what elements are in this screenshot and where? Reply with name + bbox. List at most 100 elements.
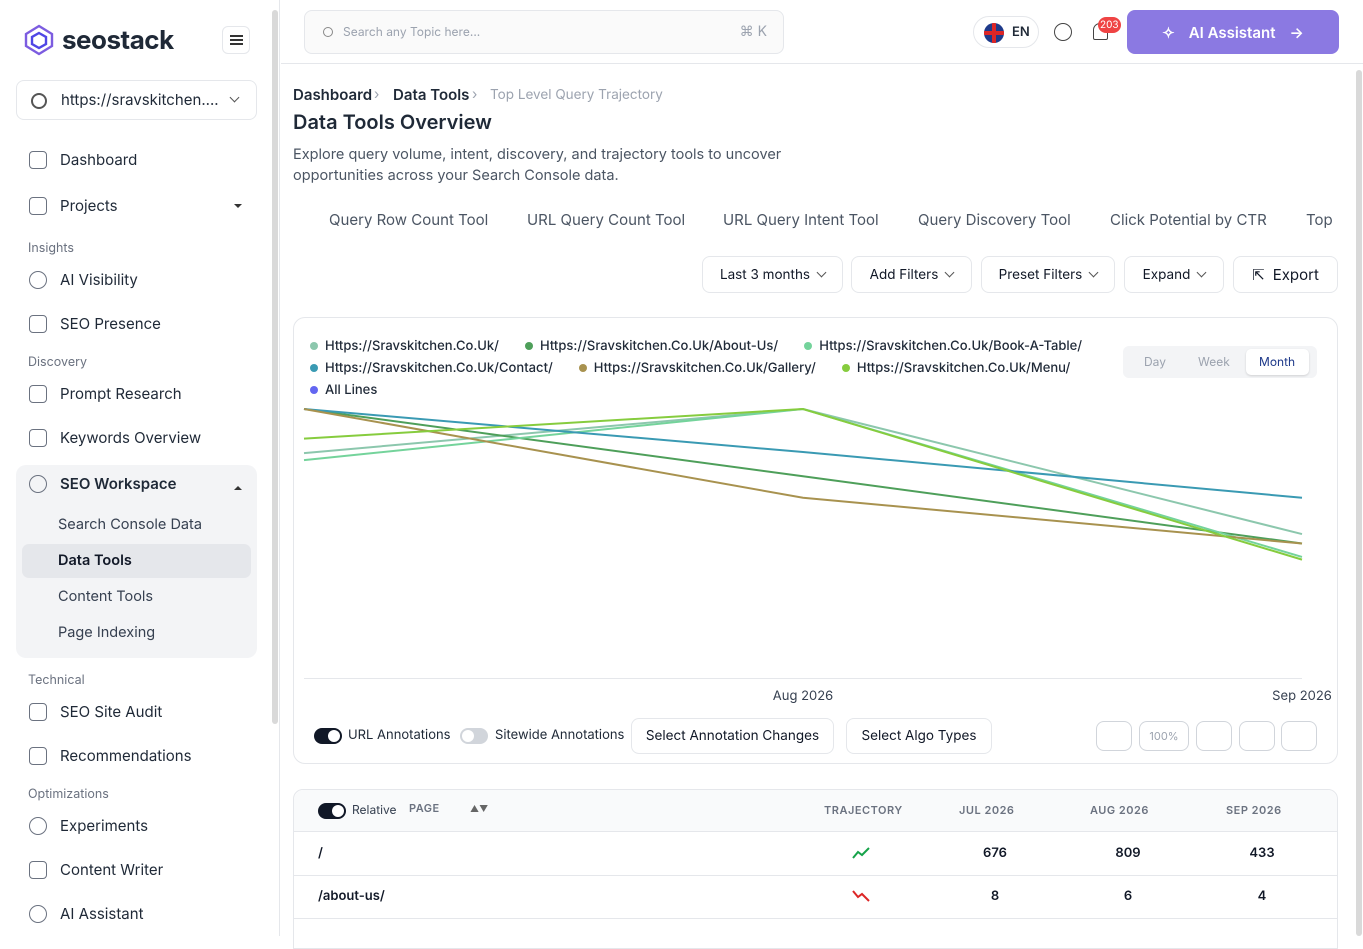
- icon: [29, 197, 47, 215]
- menu-toggle[interactable]: [222, 26, 250, 54]
- tabs: Query Row Count Tool URL Query Count Too…: [293, 200, 1338, 242]
- nav-item[interactable]: Prompt Research: [60, 384, 182, 403]
- nav-item[interactable]: SEO Workspace: [60, 474, 177, 493]
- brand: seostack: [62, 25, 174, 56]
- sort: ▲▼: [470, 804, 489, 815]
- header-border: [281, 63, 1363, 64]
- legend-dot: [804, 342, 813, 350]
- chart-card: [293, 317, 1338, 764]
- tab[interactable]: Click Potential by CTR: [1110, 210, 1267, 229]
- zoom-level: 100%: [1139, 721, 1189, 751]
- nav-item[interactable]: Projects: [60, 196, 118, 215]
- row-divider: [294, 875, 1337, 876]
- section-label: Insights: [28, 241, 74, 256]
- site-url: https://sravskitchen....: [61, 90, 219, 109]
- legend-dot: [310, 342, 318, 350]
- search-placeholder: Search any Topic here...: [343, 24, 481, 39]
- legend-label: Https://Sravskitchen.Co.Uk/Gallery/: [593, 360, 816, 376]
- description: Explore query volume, intent, discovery,…: [293, 146, 782, 184]
- assistant-button[interactable]: ✧ AI Assistant →: [1127, 10, 1339, 54]
- cell: 676: [983, 845, 1007, 861]
- option[interactable]: Week: [1198, 354, 1230, 369]
- sub-item[interactable]: Content Tools: [58, 588, 154, 605]
- export[interactable]: ⇱ Export: [1233, 256, 1338, 293]
- nav-item[interactable]: SEO Presence: [60, 314, 161, 333]
- help[interactable]: [1054, 23, 1072, 41]
- icon: [29, 315, 47, 333]
- legend-item[interactable]: Https://Sravskitchen.Co.Uk/Menu/: [841, 358, 1070, 378]
- sub-item[interactable]: Data Tools: [58, 552, 132, 569]
- scrollbar: [272, 10, 278, 724]
- toggle[interactable]: [318, 803, 346, 819]
- section-label: Technical: [28, 673, 85, 688]
- granularity: Day Week Month: [1123, 346, 1317, 378]
- tab[interactable]: Top Level Query Trajectory: [1306, 210, 1338, 229]
- legend-item[interactable]: Https://Sravskitchen.Co.Uk/Gallery/: [578, 358, 816, 378]
- nav-item[interactable]: Recommendations: [60, 746, 192, 765]
- tab[interactable]: Query Row Count Tool: [329, 210, 489, 229]
- site-select[interactable]: https://sravskitchen....: [16, 80, 257, 120]
- legend-item[interactable]: Https://Sravskitchen.Co.Uk/: [310, 336, 499, 356]
- filter[interactable]: Last 3 months: [702, 256, 843, 293]
- zoom-out[interactable]: [1096, 721, 1132, 751]
- nav-item[interactable]: Content Writer: [60, 860, 164, 879]
- icon: [29, 475, 47, 493]
- toggle[interactable]: [460, 728, 488, 744]
- select[interactable]: Select Algo Types: [846, 718, 992, 754]
- option[interactable]: Month: [1259, 354, 1296, 369]
- legend-item[interactable]: Https://Sravskitchen.Co.Uk/Book-A-Table/: [804, 336, 1082, 356]
- sub-item[interactable]: Page Indexing: [58, 624, 156, 641]
- fit[interactable]: [1239, 721, 1275, 751]
- nav-item[interactable]: Dashboard: [60, 150, 138, 169]
- filter[interactable]: Expand: [1124, 256, 1224, 293]
- legend-label: Https://Sravskitchen.Co.Uk/: [325, 338, 499, 354]
- column-header[interactable]: JUL 2026: [959, 803, 1015, 817]
- tab[interactable]: URL Query Intent Tool: [723, 210, 879, 229]
- legend-label: All Lines: [325, 382, 378, 398]
- column-header: TRAJECTORY: [824, 803, 903, 817]
- trend-down: [852, 890, 870, 902]
- separator: ›: [374, 86, 380, 103]
- legend-item[interactable]: All Lines: [310, 380, 377, 400]
- legend-item[interactable]: Https://Sravskitchen.Co.Uk/About-Us/: [524, 336, 778, 356]
- icon: [29, 747, 47, 765]
- column-header[interactable]: AUG 2026: [1090, 803, 1149, 817]
- nav-item[interactable]: SEO Site Audit: [60, 702, 163, 721]
- scrollbar: [1356, 70, 1362, 936]
- legend-dot: [578, 364, 587, 372]
- breadcrumb[interactable]: Data Tools: [393, 85, 470, 104]
- section-label: Optimizations: [28, 787, 109, 802]
- nav-item[interactable]: Keywords Overview: [60, 428, 202, 447]
- icon: [29, 817, 47, 835]
- zoom-in[interactable]: [1196, 721, 1232, 751]
- nav-item[interactable]: Experiments: [60, 816, 149, 835]
- column-header[interactable]: PAGE: [409, 801, 440, 815]
- active-bg: [22, 544, 251, 578]
- legend-dot: [310, 364, 318, 372]
- nav-item[interactable]: AI Assistant: [60, 904, 144, 923]
- page-title: Data Tools Overview: [293, 110, 492, 134]
- download[interactable]: [1281, 721, 1317, 751]
- select[interactable]: Select Annotation Changes: [631, 718, 834, 754]
- icon: [29, 385, 47, 403]
- filter[interactable]: Preset Filters: [981, 256, 1115, 293]
- search[interactable]: Search any Topic here... ⌘ K: [304, 10, 784, 54]
- relative-label: Relative: [352, 802, 397, 817]
- icon: [29, 905, 47, 923]
- breadcrumb[interactable]: Dashboard: [293, 85, 373, 104]
- tab[interactable]: Query Discovery Tool: [918, 210, 1071, 229]
- sub-item[interactable]: Search Console Data: [58, 516, 203, 533]
- tab[interactable]: URL Query Count Tool: [527, 210, 686, 229]
- option[interactable]: Day: [1144, 354, 1166, 369]
- button-label: AI Assistant: [1188, 22, 1276, 42]
- toggle[interactable]: [314, 728, 342, 744]
- column-header[interactable]: SEP 2026: [1226, 803, 1282, 817]
- toggle-label: URL Annotations: [348, 727, 451, 743]
- nav-item[interactable]: AI Visibility: [60, 270, 138, 289]
- legend-item[interactable]: Https://Sravskitchen.Co.Uk/Contact/: [310, 358, 553, 378]
- legend-dot: [841, 364, 850, 372]
- icon: [29, 151, 47, 169]
- language[interactable]: EN: [973, 16, 1039, 48]
- filter[interactable]: Add Filters: [851, 256, 972, 293]
- legend-label: Https://Sravskitchen.Co.Uk/Book-A-Table/: [819, 338, 1083, 354]
